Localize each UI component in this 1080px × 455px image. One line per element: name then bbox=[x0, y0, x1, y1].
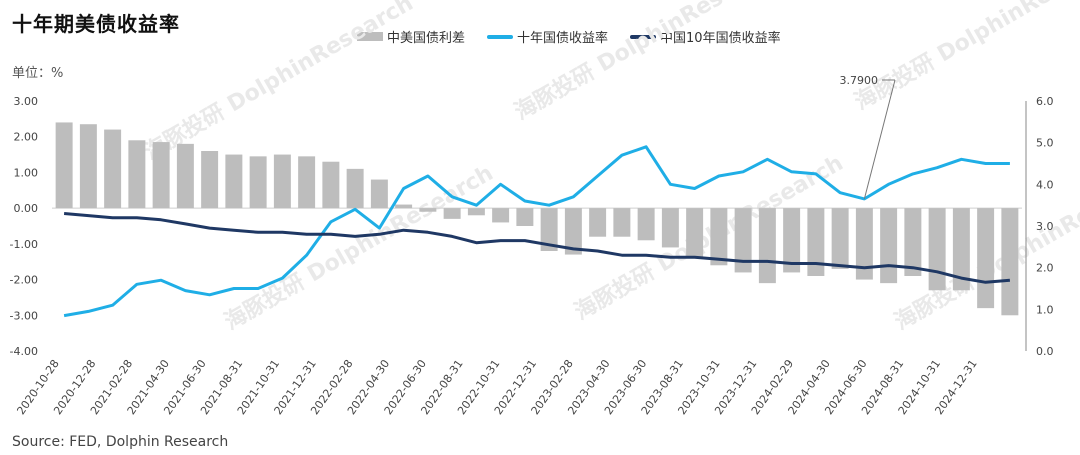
left-axis-tick: 2.00 bbox=[14, 131, 39, 144]
spread-bar bbox=[249, 156, 267, 209]
right-axis-tick: 1.0 bbox=[1036, 303, 1054, 316]
annotation-leader bbox=[863, 79, 896, 200]
spread-bar bbox=[370, 179, 388, 209]
spread-bar bbox=[419, 208, 437, 212]
spread-bar bbox=[1001, 208, 1019, 316]
spread-bar bbox=[346, 168, 364, 209]
legend-label-cn10y: 中国10年国债收益率 bbox=[660, 31, 781, 46]
spread-bar bbox=[516, 208, 534, 226]
left-axis-tick: -2.00 bbox=[10, 274, 38, 287]
spread-bar bbox=[952, 208, 970, 291]
legend-item-cn10y: 中国10年国债收益率 bbox=[630, 27, 781, 46]
spread-bar bbox=[104, 129, 122, 209]
spread-bar bbox=[201, 151, 219, 209]
spread-bar bbox=[831, 208, 849, 269]
spread-bar bbox=[928, 208, 946, 291]
watermark-text: 海豚投研 DolphinResearch bbox=[140, 0, 418, 165]
spread-bar bbox=[637, 208, 655, 241]
annotation-label: 3.7900 bbox=[840, 74, 879, 87]
left-axis-tick: 3.00 bbox=[14, 95, 39, 108]
spread-bar bbox=[55, 122, 73, 209]
spread-bar bbox=[128, 140, 146, 209]
spread-bar bbox=[758, 208, 776, 284]
spread-bar bbox=[589, 208, 607, 237]
spread-bar bbox=[564, 208, 582, 255]
unit-label: 单位：% bbox=[12, 66, 64, 81]
source-note: Source: FED, Dolphin Research bbox=[12, 434, 229, 450]
left-axis-tick: -3.00 bbox=[10, 309, 38, 322]
spread-bar bbox=[152, 142, 170, 209]
legend-item-spread: 中美国债利差 bbox=[357, 27, 465, 46]
right-axis-tick: 6.0 bbox=[1036, 95, 1054, 108]
spread-bar bbox=[443, 208, 461, 219]
spread-bar bbox=[661, 208, 679, 248]
legend-swatch-spread bbox=[357, 32, 383, 41]
cn10y-line bbox=[63, 212, 1011, 284]
legend-swatch-cn10y bbox=[630, 34, 657, 39]
spread-bar bbox=[467, 208, 485, 216]
right-axis-tick: 5.0 bbox=[1036, 137, 1054, 150]
right-axis-tick: 0.0 bbox=[1036, 345, 1054, 358]
watermark-text: 海豚投研 DolphinResearch bbox=[570, 150, 848, 325]
us10y-line bbox=[63, 145, 1010, 318]
spread-bar bbox=[686, 208, 704, 259]
left-axis-tick: 0.00 bbox=[14, 202, 39, 215]
legend: 中美国债利差 十年国债收益率 中国10年国债收益率 bbox=[357, 27, 803, 46]
spread-bar bbox=[492, 208, 510, 223]
spread-bar bbox=[540, 208, 558, 251]
legend-item-us10y: 十年国债收益率 bbox=[487, 27, 608, 46]
chart-title: 十年期美债收益率 bbox=[12, 12, 180, 36]
spread-bar bbox=[79, 124, 97, 209]
spread-bar bbox=[176, 143, 194, 209]
legend-label-us10y: 十年国债收益率 bbox=[517, 31, 609, 46]
left-axis-tick: -1.00 bbox=[10, 238, 38, 251]
spread-bar bbox=[783, 208, 801, 273]
right-axis-tick: 3.0 bbox=[1036, 220, 1054, 233]
spread-bar bbox=[273, 154, 291, 209]
legend-label-spread: 中美国债利差 bbox=[387, 31, 466, 46]
spread-bar bbox=[395, 204, 413, 209]
legend-swatch-us10y bbox=[487, 34, 514, 39]
spread-bar bbox=[225, 154, 243, 209]
spread-bar bbox=[710, 208, 728, 266]
spread-bar bbox=[322, 161, 340, 209]
spread-bar bbox=[904, 208, 922, 276]
spread-bar bbox=[807, 208, 825, 276]
spread-bar bbox=[734, 208, 752, 273]
spread-bar bbox=[298, 156, 316, 209]
spread-bar bbox=[977, 208, 995, 309]
left-axis-tick: -4.00 bbox=[10, 345, 38, 358]
left-axis-tick: 1.00 bbox=[14, 166, 39, 179]
right-axis-tick: 2.0 bbox=[1036, 262, 1054, 275]
spread-bar bbox=[855, 208, 873, 280]
watermark-text: 海豚投研 DolphinResearch bbox=[510, 0, 788, 125]
spread-bar bbox=[880, 208, 898, 284]
spread-bar bbox=[613, 208, 631, 237]
right-axis-tick: 4.0 bbox=[1036, 178, 1054, 191]
